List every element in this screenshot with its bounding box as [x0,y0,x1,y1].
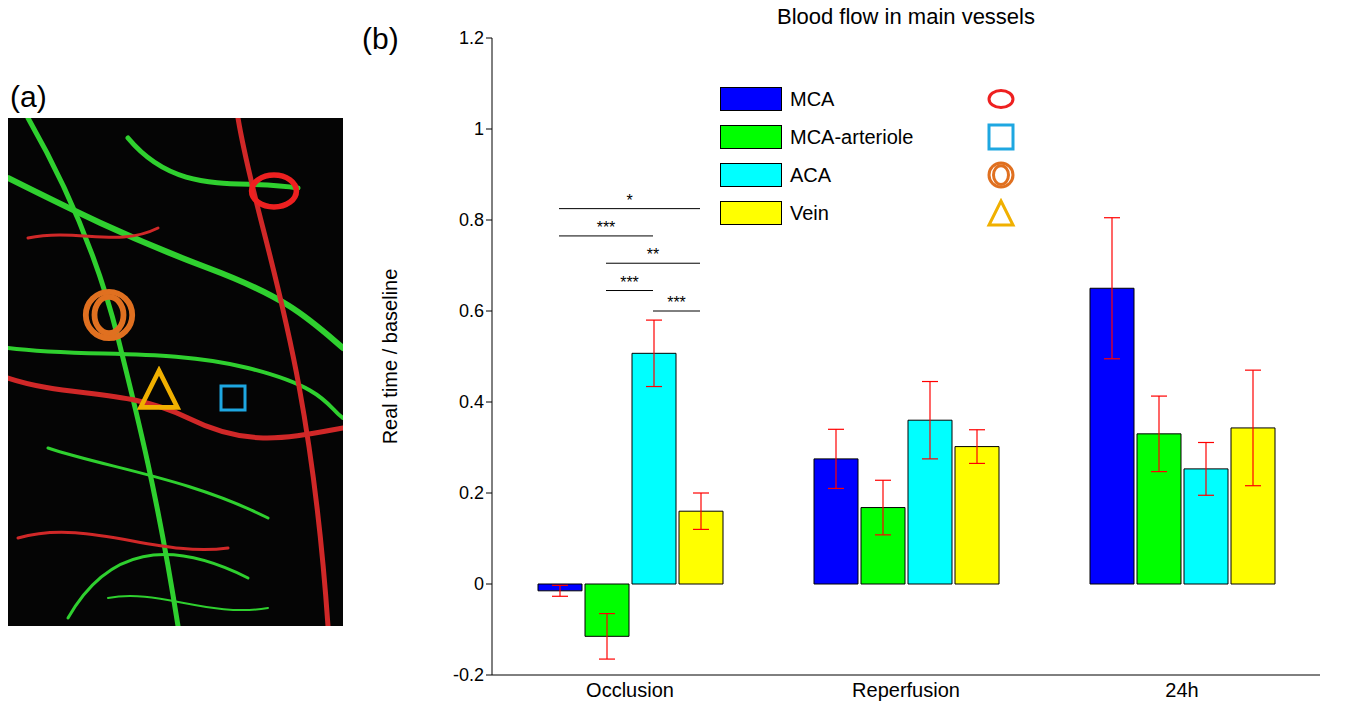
svg-text:Reperfusion: Reperfusion [852,679,960,701]
svg-text:0.8: 0.8 [459,210,484,230]
html-text:MCA-arteriole: MCA-arteriole [790,125,914,148]
svg-text:Occlusion: Occlusion [586,679,674,701]
svg-text:0.4: 0.4 [459,392,484,412]
svg-text:***: *** [667,294,686,311]
svg-text:***: *** [620,274,639,291]
html-text:(b): (b) [362,22,399,55]
svg-text:1: 1 [474,119,484,139]
svg-text:Real time / baseline: Real time / baseline [379,269,401,445]
html-text:ACA: ACA [790,163,832,186]
svg-text:**: ** [647,246,659,263]
svg-text:*: * [626,192,632,209]
html-text:Vein: Vein [790,201,829,224]
svg-text:0.6: 0.6 [459,301,484,321]
html-text:(a): (a) [10,80,47,113]
svg-text:-0.2: -0.2 [453,665,484,685]
svg-text:1.2: 1.2 [459,28,484,48]
html-text:Blood flow in main vessels: Blood flow in main vessels [777,4,1035,29]
svg-text:***: *** [597,219,616,236]
svg-text:24h: 24h [1165,679,1198,701]
svg-text:0: 0 [474,574,484,594]
svg-text:0.2: 0.2 [459,483,484,503]
html-text:MCA: MCA [790,87,835,110]
